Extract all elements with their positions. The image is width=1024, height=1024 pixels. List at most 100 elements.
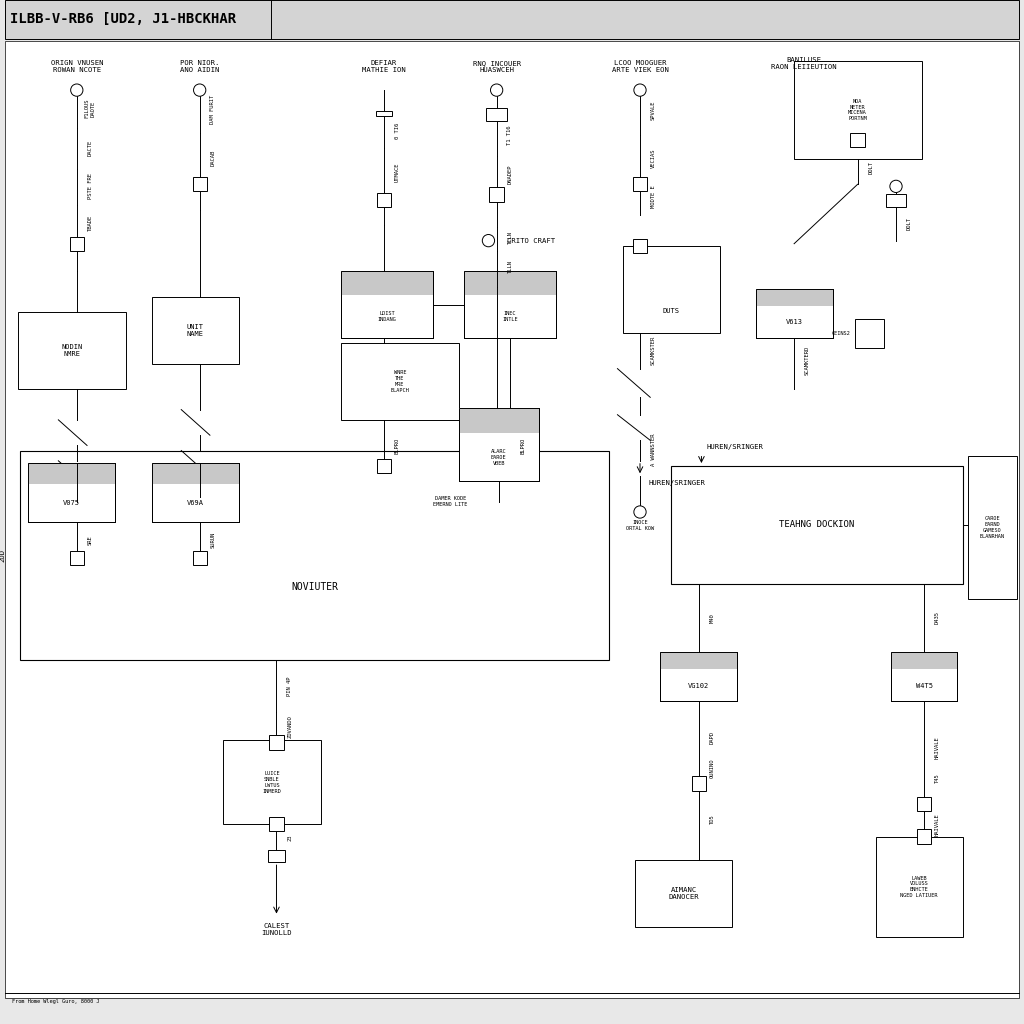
Circle shape: [71, 84, 83, 96]
Bar: [660, 652, 737, 670]
Bar: [756, 289, 833, 338]
Bar: [376, 111, 392, 116]
Text: AIMANC
DANOCER: AIMANC DANOCER: [669, 887, 698, 900]
Bar: [891, 652, 957, 670]
Text: BLPRO: BLPRO: [395, 437, 399, 454]
Bar: [623, 246, 720, 333]
Text: BANILUSE
RAON LEIIEUTION: BANILUSE RAON LEIIEUTION: [771, 57, 837, 70]
Bar: [660, 652, 737, 701]
Bar: [633, 239, 647, 253]
Bar: [464, 271, 556, 338]
Bar: [794, 61, 922, 159]
Text: LUICE
SNBLE
LWTUS
INMERD: LUICE SNBLE LWTUS INMERD: [262, 771, 282, 794]
Circle shape: [634, 506, 646, 518]
Bar: [377, 193, 391, 207]
Text: VG102: VG102: [688, 683, 710, 689]
Circle shape: [482, 234, 495, 247]
Text: INOCE
ORTAL KOW: INOCE ORTAL KOW: [626, 520, 654, 530]
Bar: [193, 551, 207, 565]
Text: DOLT: DOLT: [868, 162, 873, 174]
Bar: [28, 463, 115, 522]
Text: SPVALE: SPVALE: [651, 100, 655, 121]
Text: 0 TI6: 0 TI6: [395, 123, 399, 139]
Text: UNIT
NAME: UNIT NAME: [186, 324, 204, 337]
Text: M40: M40: [710, 613, 715, 623]
Text: RNQ INCOUER
HUASWCEH: RNQ INCOUER HUASWCEH: [473, 60, 520, 73]
Text: POR NIOR.
ANO AIDIN: POR NIOR. ANO AIDIN: [180, 60, 219, 73]
Text: ILBB-V-RB6 [UD2, J1-HBCKHAR: ILBB-V-RB6 [UD2, J1-HBCKHAR: [10, 12, 237, 27]
Bar: [891, 652, 957, 701]
Bar: [876, 837, 963, 937]
Bar: [692, 776, 707, 791]
Text: TEAHNG DOCKION: TEAHNG DOCKION: [779, 520, 854, 529]
Text: V613: V613: [785, 319, 803, 326]
Text: MODTE E: MODTE E: [651, 185, 655, 208]
Text: WNRE
THE
MRE
BLAPCH: WNRE THE MRE BLAPCH: [390, 371, 410, 392]
Bar: [28, 463, 115, 483]
Text: 23: 23: [288, 835, 292, 841]
Text: DAMER KODE
EMERNO LITE: DAMER KODE EMERNO LITE: [433, 497, 468, 507]
Bar: [341, 271, 433, 295]
Bar: [635, 860, 732, 927]
Text: DAPD: DAPD: [710, 731, 715, 743]
Bar: [891, 652, 957, 701]
Text: PIN 4P: PIN 4P: [288, 676, 292, 696]
Bar: [918, 797, 932, 811]
Text: SCAMKSTER: SCAMKSTER: [651, 336, 655, 365]
Text: NOVIUTER: NOVIUTER: [292, 582, 338, 592]
Text: DACAB: DACAB: [211, 150, 215, 166]
Bar: [886, 194, 906, 207]
Bar: [341, 271, 433, 338]
Text: DACTE: DACTE: [88, 139, 92, 156]
Bar: [377, 459, 391, 473]
Bar: [464, 271, 556, 338]
Text: CEINS2: CEINS2: [831, 332, 850, 336]
Text: V69A: V69A: [186, 501, 204, 506]
Bar: [268, 850, 285, 862]
Text: NODIN
NMRE: NODIN NMRE: [61, 344, 83, 357]
Bar: [756, 289, 833, 306]
Bar: [464, 271, 556, 295]
Text: CRITO CRAFT: CRITO CRAFT: [507, 238, 555, 244]
Text: HUREN/SRINGER: HUREN/SRINGER: [707, 444, 764, 451]
Bar: [269, 735, 284, 750]
Text: DEFIAR
MATHIE ION: DEFIAR MATHIE ION: [362, 60, 406, 73]
Text: OUNINO: OUNINO: [710, 758, 715, 778]
Circle shape: [194, 84, 206, 96]
Text: CALEST
IUNOLLD: CALEST IUNOLLD: [261, 924, 292, 936]
Bar: [918, 829, 932, 844]
Bar: [671, 466, 963, 584]
Bar: [459, 408, 539, 481]
Text: A WANNSTER: A WANNSTER: [651, 433, 655, 466]
Text: INEC
INTLE: INEC INTLE: [502, 311, 518, 322]
Text: F1LOUS
DAOTE: F1LOUS DAOTE: [85, 98, 95, 119]
Circle shape: [890, 180, 902, 193]
Text: DAM FURIT: DAM FURIT: [211, 95, 215, 124]
Text: TBADE: TBADE: [88, 215, 92, 231]
Text: LDIST
INDANG: LDIST INDANG: [378, 311, 396, 322]
Text: DNADEP: DNADEP: [508, 164, 512, 184]
Bar: [70, 237, 84, 251]
Text: HAIVALE: HAIVALE: [935, 736, 940, 759]
Circle shape: [490, 84, 503, 96]
Text: TLLN: TLLN: [508, 260, 512, 272]
Text: LAWEB
VOLUSS
ENHCTE
NGED LATIUER: LAWEB VOLUSS ENHCTE NGED LATIUER: [900, 876, 938, 898]
Bar: [152, 463, 239, 483]
Bar: [660, 652, 737, 701]
Text: W4T5: W4T5: [915, 683, 933, 689]
Bar: [152, 463, 239, 522]
Bar: [20, 451, 609, 660]
Text: ZOVANDO: ZOVANDO: [288, 716, 292, 738]
Text: LCOO MOOGUER
ARTE VIEK EON: LCOO MOOGUER ARTE VIEK EON: [611, 60, 669, 73]
Bar: [459, 408, 539, 481]
Text: VECIAS: VECIAS: [651, 148, 655, 169]
Text: DOLT: DOLT: [907, 217, 911, 229]
Bar: [5, 0, 1019, 39]
Circle shape: [634, 84, 646, 96]
Text: T45: T45: [935, 773, 940, 783]
Text: DUTS: DUTS: [663, 308, 680, 314]
Text: 2OD: 2OD: [0, 549, 5, 562]
Text: T1 T16: T1 T16: [508, 125, 512, 145]
Bar: [70, 551, 84, 565]
Bar: [152, 297, 239, 364]
